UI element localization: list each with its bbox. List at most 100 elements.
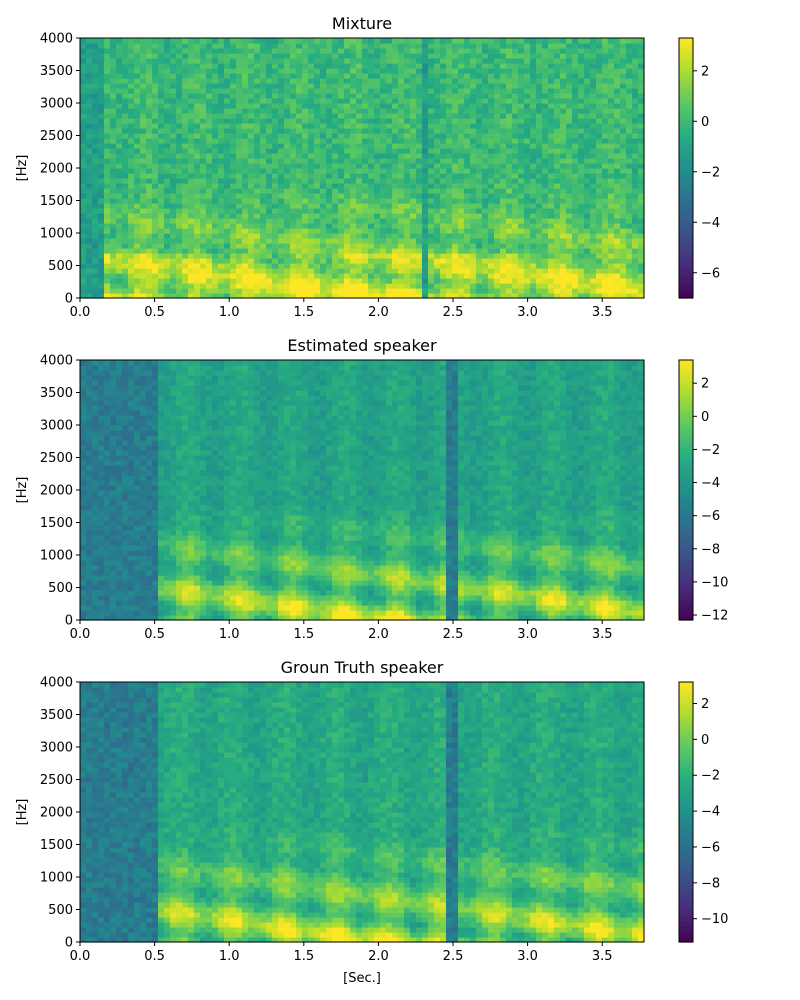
spectrogram-cell bbox=[188, 48, 195, 54]
spectrogram-cell bbox=[128, 233, 135, 239]
spectrogram-cell bbox=[224, 198, 231, 204]
spectrogram-cell bbox=[194, 58, 201, 64]
spectrogram-cell bbox=[272, 113, 279, 119]
spectrogram-cell bbox=[104, 73, 111, 79]
spectrogram-cell bbox=[98, 133, 105, 139]
spectrogram-cell bbox=[236, 228, 243, 234]
spectrogram-cell bbox=[116, 293, 123, 299]
spectrogram-cell bbox=[182, 63, 189, 69]
spectrogram-cell bbox=[518, 253, 525, 259]
spectrogram-cell bbox=[266, 193, 273, 199]
spectrogram-cell bbox=[224, 223, 231, 229]
spectrogram-cell bbox=[230, 293, 237, 299]
spectrogram-cell bbox=[362, 183, 369, 189]
spectrogram-cell bbox=[470, 183, 477, 189]
spectrogram-cell bbox=[314, 113, 321, 119]
spectrogram-cell bbox=[362, 133, 369, 139]
spectrogram-cell bbox=[422, 208, 429, 214]
spectrogram-cell bbox=[482, 173, 489, 179]
spectrogram-cell bbox=[620, 213, 627, 219]
spectrogram-cell bbox=[176, 228, 183, 234]
spectrogram-cell bbox=[164, 138, 171, 144]
spectrogram-cell bbox=[602, 288, 609, 294]
spectrogram-cell bbox=[482, 123, 489, 129]
spectrogram-cell bbox=[380, 118, 387, 124]
spectrogram-cell bbox=[608, 113, 615, 119]
spectrogram-cell bbox=[506, 143, 513, 149]
spectrogram-cell bbox=[164, 198, 171, 204]
spectrogram-cell bbox=[410, 38, 417, 44]
spectrogram-cell bbox=[296, 53, 303, 59]
spectrogram-cell bbox=[590, 238, 597, 244]
spectrogram-cell bbox=[398, 178, 405, 184]
spectrogram-cell bbox=[116, 218, 123, 224]
spectrogram-cell bbox=[152, 173, 159, 179]
spectrogram-cell bbox=[638, 208, 645, 214]
spectrogram-cell bbox=[302, 153, 309, 159]
spectrogram-cell bbox=[80, 223, 87, 229]
spectrogram-cell bbox=[374, 163, 381, 169]
spectrogram-cell bbox=[404, 213, 411, 219]
spectrogram-cell bbox=[620, 153, 627, 159]
spectrogram-cell bbox=[548, 148, 555, 154]
spectrogram-cell bbox=[530, 183, 537, 189]
spectrogram-cell bbox=[524, 63, 531, 69]
spectrogram-cell bbox=[248, 223, 255, 229]
spectrogram-cell bbox=[398, 218, 405, 224]
spectrogram-cell bbox=[440, 98, 447, 104]
spectrogram-cell bbox=[422, 263, 429, 269]
spectrogram-cell bbox=[488, 63, 495, 69]
spectrogram-cell bbox=[92, 238, 99, 244]
spectrogram-cell bbox=[518, 173, 525, 179]
spectrogram-cell bbox=[590, 48, 597, 54]
spectrogram-cell bbox=[86, 98, 93, 104]
spectrogram-cell bbox=[446, 293, 453, 299]
spectrogram-cell bbox=[134, 143, 141, 149]
spectrogram-cell bbox=[116, 193, 123, 199]
spectrogram-cell bbox=[116, 153, 123, 159]
spectrogram-cell bbox=[188, 83, 195, 89]
spectrogram-cell bbox=[566, 198, 573, 204]
spectrogram-cell bbox=[440, 108, 447, 114]
spectrogram-cell bbox=[260, 268, 267, 274]
spectrogram-cell bbox=[512, 203, 519, 209]
spectrogram-cell bbox=[194, 138, 201, 144]
spectrogram-cell bbox=[506, 68, 513, 74]
spectrogram-cell bbox=[272, 293, 279, 299]
spectrogram-cell bbox=[104, 213, 111, 219]
spectrogram-cell bbox=[302, 73, 309, 79]
spectrogram-cell bbox=[560, 158, 567, 164]
spectrogram-cell bbox=[116, 138, 123, 144]
spectrogram-cell bbox=[356, 128, 363, 134]
spectrogram-cell bbox=[602, 268, 609, 274]
spectrogram-cell bbox=[104, 253, 111, 259]
spectrogram-cell bbox=[308, 203, 315, 209]
spectrogram-cell bbox=[440, 178, 447, 184]
spectrogram-cell bbox=[260, 93, 267, 99]
spectrogram-cell bbox=[512, 133, 519, 139]
spectrogram-cell bbox=[230, 283, 237, 289]
spectrogram-cell bbox=[566, 188, 573, 194]
spectrogram-cell bbox=[230, 73, 237, 79]
spectrogram-cell bbox=[470, 233, 477, 239]
spectrogram-cell bbox=[200, 253, 207, 259]
spectrogram-cell bbox=[182, 43, 189, 49]
spectrogram-cell bbox=[260, 218, 267, 224]
spectrogram-cell bbox=[146, 103, 153, 109]
spectrogram-cell bbox=[356, 88, 363, 94]
spectrogram-cell bbox=[494, 253, 501, 259]
spectrogram-cell bbox=[242, 183, 249, 189]
spectrogram-cell bbox=[506, 98, 513, 104]
spectrogram-cell bbox=[518, 233, 525, 239]
spectrogram-cell bbox=[572, 213, 579, 219]
spectrogram-cell bbox=[200, 153, 207, 159]
spectrogram-cell bbox=[110, 288, 117, 294]
spectrogram-cell bbox=[398, 128, 405, 134]
spectrogram-cell bbox=[416, 48, 423, 54]
spectrogram-cell bbox=[86, 263, 93, 269]
spectrogram-cell bbox=[308, 128, 315, 134]
spectrogram-cell bbox=[482, 263, 489, 269]
spectrogram-cell bbox=[356, 203, 363, 209]
spectrogram-cell bbox=[614, 123, 621, 129]
spectrogram-cell bbox=[140, 183, 147, 189]
